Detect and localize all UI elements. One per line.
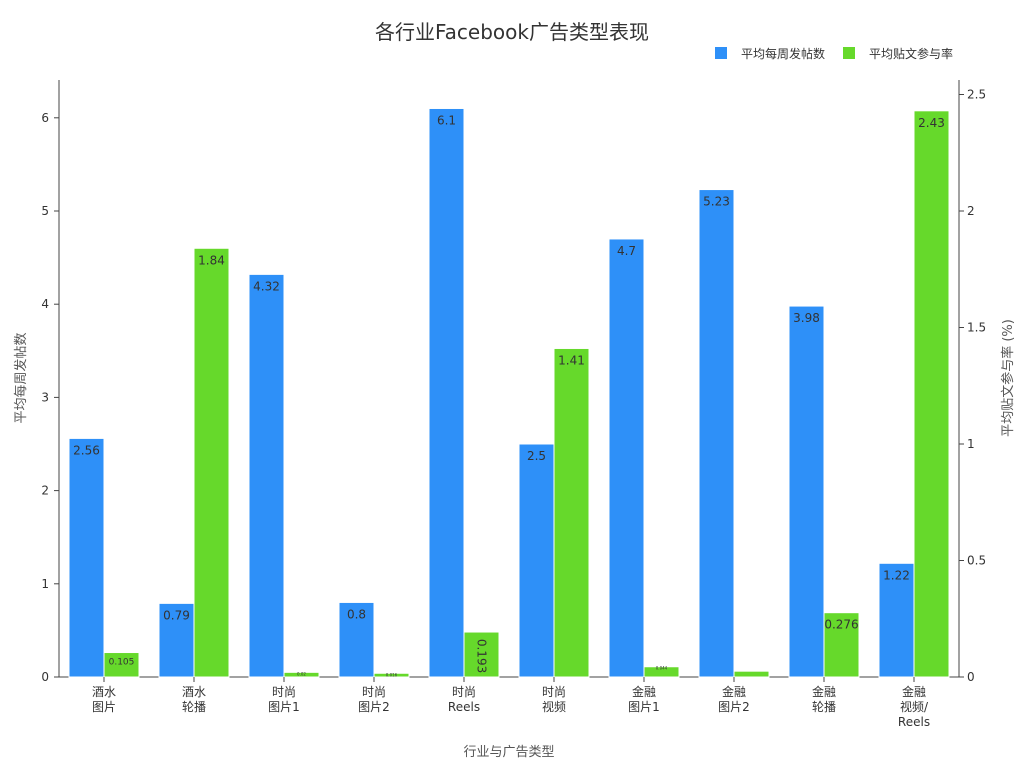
category-label: 金融图片2 xyxy=(718,684,750,714)
data-label-engagement-0: 0.105 xyxy=(109,658,135,668)
bar-posts-9 xyxy=(878,562,915,678)
data-label-posts-4: 6.1 xyxy=(437,113,456,127)
right-tick-label: 2 xyxy=(967,204,975,218)
data-label-engagement-2: 0.02 xyxy=(297,671,306,676)
legend-label-posts: 平均每周发帖数 xyxy=(741,46,825,61)
left-tick-label: 1 xyxy=(41,577,49,591)
bar-engagement-5 xyxy=(553,347,590,678)
bar-engagement-1 xyxy=(193,247,230,678)
bar-engagement-4 xyxy=(463,631,500,678)
bar-posts-7 xyxy=(698,189,735,678)
bars xyxy=(68,107,950,678)
right-tick-label: 0 xyxy=(967,670,975,684)
data-label-posts-0: 2.56 xyxy=(73,443,100,457)
bar-posts-1 xyxy=(158,602,195,678)
bar-posts-8 xyxy=(788,305,825,678)
category-label: 酒水图片 xyxy=(92,685,116,714)
y-axis-title-right: 平均贴文参与率 (%) xyxy=(1000,319,1016,437)
legend-label-engagement: 平均贴文参与率 xyxy=(869,46,953,61)
bar-posts-5 xyxy=(518,443,555,678)
data-label-engagement-9: 2.43 xyxy=(918,116,945,130)
category-label: 时尚视频 xyxy=(542,685,566,714)
category-label: 时尚 Reels xyxy=(448,685,480,714)
left-tick-label: 3 xyxy=(41,390,49,404)
legend-swatch-posts xyxy=(715,47,727,59)
left-tick-label: 6 xyxy=(41,111,49,125)
left-tick-label: 0 xyxy=(41,670,49,684)
bar-posts-6 xyxy=(608,238,645,678)
chart-title: 各行业Facebook广告类型表现 xyxy=(375,20,649,44)
left-tick-label: 5 xyxy=(41,204,49,218)
category-labels: 酒水图片 酒水轮播 时尚图片1 时尚图片2 时尚 Reels 时尚视频 金融图片1 金融图片2 金… xyxy=(92,677,930,729)
bar-posts-4 xyxy=(428,107,465,678)
bar-posts-3 xyxy=(338,601,375,678)
category-label: 酒水轮播 xyxy=(182,685,206,714)
bar-engagement-9 xyxy=(913,110,950,678)
data-label-posts-1: 0.79 xyxy=(163,608,190,622)
data-label-posts-3: 0.8 xyxy=(347,607,366,621)
left-ticks: 0 1 2 3 4 5 6 xyxy=(41,111,59,684)
right-tick-label: 1.5 xyxy=(967,321,986,335)
category-label: 时尚图片2 xyxy=(358,685,390,714)
right-tick-label: 1 xyxy=(967,437,975,451)
right-ticks: 0 0.5 1 1.5 2 2.5 xyxy=(959,88,986,684)
left-tick-label: 2 xyxy=(41,484,49,498)
data-label-posts-7: 5.23 xyxy=(703,195,730,209)
data-label-engagement-6: 0.044 xyxy=(656,666,668,671)
data-label-posts-9: 1.22 xyxy=(883,568,910,582)
bar-posts-0 xyxy=(68,437,105,678)
bar-labels: 2.56 0.79 4.32 0.8 6.1 2.5 4.7 5.23 3.98 1.22 0.10… xyxy=(73,113,945,677)
right-tick-label: 2.5 xyxy=(967,88,986,102)
data-label-posts-5: 2.5 xyxy=(527,449,546,463)
bar-engagement-0 xyxy=(103,652,140,678)
category-label: 金融图片1 xyxy=(628,684,660,714)
category-label: 时尚图片1 xyxy=(268,685,300,714)
bar-engagement-6 xyxy=(643,666,680,678)
data-label-posts-2: 4.32 xyxy=(253,279,280,293)
bar-engagement-2 xyxy=(283,671,320,678)
bar-posts-2 xyxy=(248,273,285,678)
data-label-engagement-3: 0.016 xyxy=(386,672,398,677)
category-label: 金融轮播 xyxy=(812,684,836,714)
data-label-engagement-4: 0.193 xyxy=(475,639,489,673)
legend-swatch-engagement xyxy=(843,47,855,59)
right-tick-label: 0.5 xyxy=(967,554,986,568)
bar-engagement-8 xyxy=(823,612,860,678)
data-label-posts-6: 4.7 xyxy=(617,244,636,258)
data-label-engagement-8: 0.276 xyxy=(824,618,858,632)
y-axis-title-left: 平均每周发帖数 xyxy=(13,332,29,423)
bar-engagement-7 xyxy=(733,670,770,678)
data-label-engagement-1: 1.84 xyxy=(198,253,225,267)
data-label-posts-8: 3.98 xyxy=(793,311,820,325)
bar-engagement-3 xyxy=(373,672,410,678)
data-label-engagement-5: 1.41 xyxy=(558,353,585,367)
legend: 平均每周发帖数 平均贴文参与率 xyxy=(715,46,953,61)
category-label: 金融视频/Reels xyxy=(898,684,930,729)
left-tick-label: 4 xyxy=(41,297,49,311)
x-axis-title: 行业与广告类型 xyxy=(463,745,554,760)
